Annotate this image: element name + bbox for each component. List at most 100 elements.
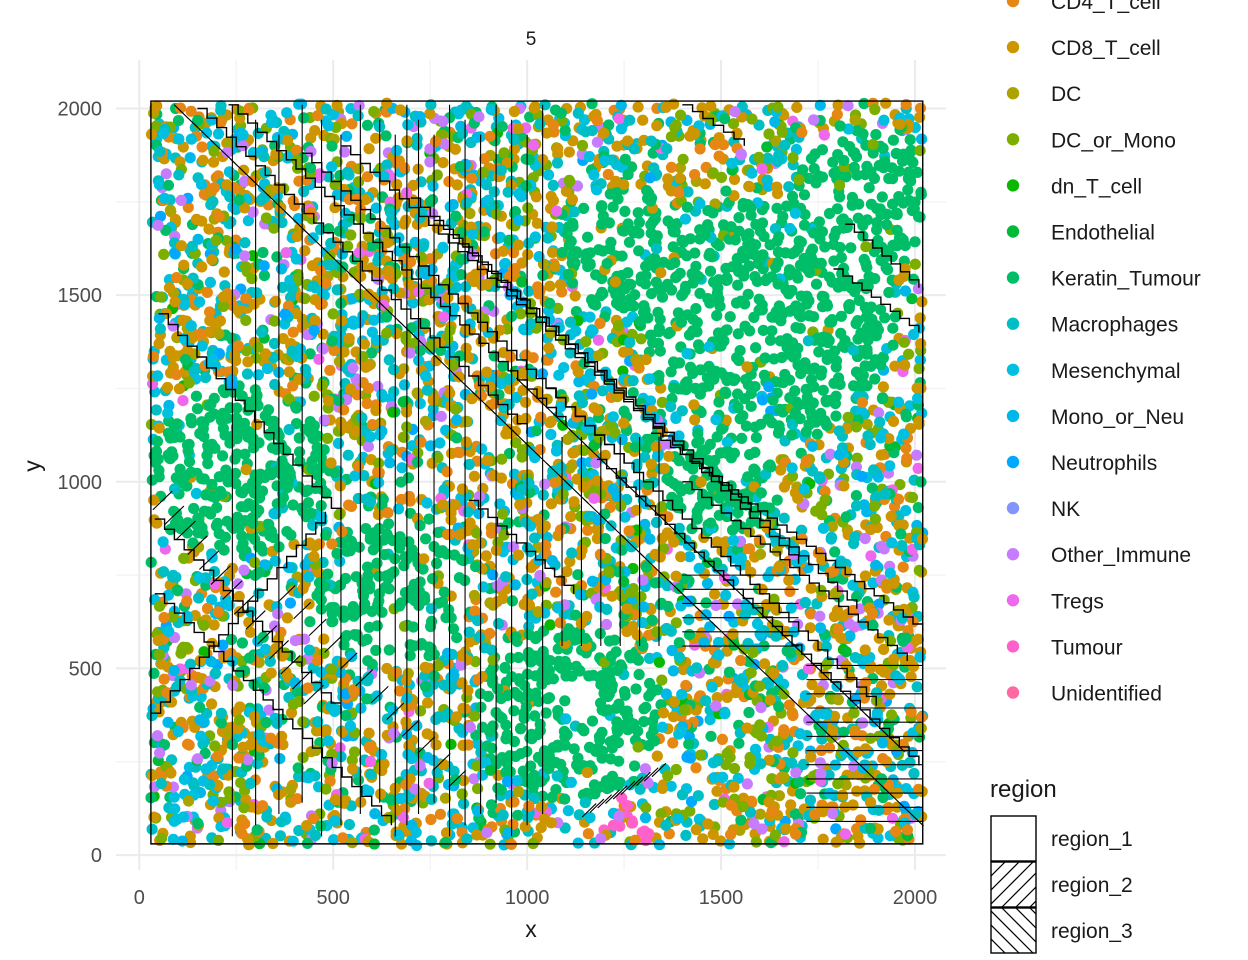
cell-point	[793, 174, 805, 186]
cell-point	[353, 99, 365, 112]
cell-point	[555, 524, 567, 536]
cell-point	[472, 783, 484, 795]
cell-point	[522, 248, 534, 261]
cell-point	[880, 97, 892, 109]
cell-point	[830, 361, 842, 373]
cell-point	[807, 397, 819, 409]
cell-point	[542, 693, 554, 705]
cell-point	[675, 109, 687, 121]
cell-point	[784, 222, 796, 235]
cell-point	[368, 106, 380, 118]
cell-point	[653, 839, 666, 851]
cell-point	[199, 372, 212, 384]
cell-point	[790, 322, 802, 334]
cell-point	[833, 425, 845, 437]
cell-point	[750, 836, 762, 848]
cell-point	[451, 179, 463, 191]
cell-point	[322, 568, 334, 580]
cell-point	[400, 330, 412, 343]
cell-point	[158, 248, 170, 260]
cell-point	[146, 823, 158, 835]
cell-point	[532, 606, 544, 618]
cell-point	[706, 681, 718, 693]
cell-point	[721, 747, 733, 760]
cell-point	[690, 762, 702, 774]
cell-point	[816, 509, 828, 521]
cell-point	[498, 147, 510, 159]
cell-point	[426, 793, 438, 806]
cell-point	[909, 236, 921, 248]
cell-point	[852, 830, 864, 843]
cell-point	[886, 537, 898, 549]
cell-point	[460, 342, 472, 354]
cell-point	[224, 402, 236, 414]
cell-point	[269, 620, 281, 632]
cell-point	[185, 467, 197, 479]
cell-point	[582, 524, 594, 536]
cell-point	[431, 222, 443, 234]
cell-point	[371, 620, 383, 632]
cell-point	[259, 410, 271, 422]
cell-point	[778, 512, 790, 524]
cell-point	[595, 832, 607, 845]
cell-point	[194, 296, 206, 308]
cell-point	[178, 773, 190, 786]
cell-point	[778, 724, 790, 736]
cell-point	[150, 445, 163, 457]
cell-point	[826, 314, 838, 326]
cell-point	[420, 533, 432, 545]
cell-point	[268, 507, 280, 520]
cell-point	[745, 795, 758, 807]
cell-point	[886, 251, 898, 263]
cell-point	[281, 612, 293, 624]
cell-point	[638, 703, 650, 715]
cell-point	[338, 346, 350, 358]
cell-point	[586, 388, 598, 400]
cell-point	[806, 411, 818, 423]
cell-point	[566, 277, 579, 289]
cell-point	[819, 485, 831, 498]
cell-point	[460, 197, 473, 209]
cell-point	[309, 125, 321, 137]
cell-point	[411, 139, 423, 151]
cell-point	[151, 730, 164, 742]
cell-point	[388, 364, 400, 376]
cell-point	[683, 614, 695, 626]
cell-point	[287, 499, 299, 511]
cell-point	[691, 505, 703, 517]
cell-point	[545, 428, 557, 441]
cell-point	[727, 118, 740, 130]
cell-point	[182, 201, 194, 213]
cell-point	[574, 588, 587, 601]
cell-point	[651, 120, 663, 132]
cell-point	[896, 540, 908, 552]
cell-point	[368, 824, 380, 836]
cell-point	[197, 775, 209, 787]
cell-point	[906, 293, 918, 305]
cell-point	[800, 383, 812, 395]
cell-point	[650, 516, 663, 529]
cell-point	[233, 752, 245, 764]
cell-point	[458, 798, 470, 810]
cell-point	[721, 274, 733, 286]
cell-point	[304, 616, 316, 628]
cell-point	[376, 606, 388, 618]
cell-point	[559, 695, 571, 707]
cell-point	[880, 262, 892, 274]
cell-point	[890, 825, 902, 838]
cell-point	[777, 210, 789, 222]
cell-point	[692, 790, 704, 802]
cell-point	[713, 293, 725, 305]
cell-point	[739, 320, 751, 332]
cell-point	[307, 433, 319, 445]
cell-point	[566, 251, 579, 263]
cell-point	[195, 178, 208, 191]
cell-point	[884, 567, 896, 579]
cell-point	[218, 266, 230, 278]
cell-point	[151, 435, 164, 447]
cell-point	[469, 656, 481, 668]
cell-point	[626, 817, 639, 829]
cell-point	[516, 276, 528, 288]
cell-point	[247, 146, 260, 159]
